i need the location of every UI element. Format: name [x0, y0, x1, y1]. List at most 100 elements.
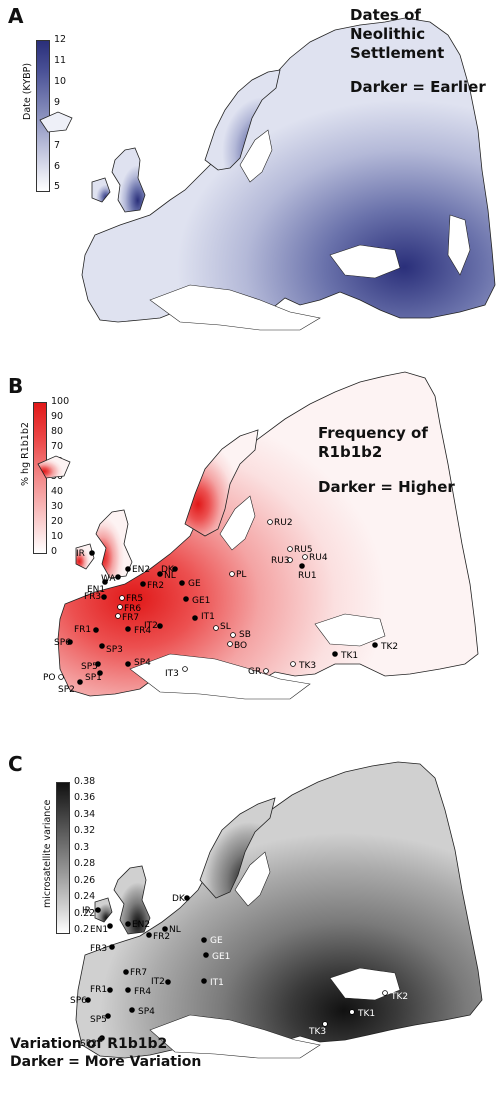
site-label-fr7: FR7 [122, 613, 139, 623]
site-label-fr1: FR1 [74, 625, 91, 635]
site-label-ru5: RU5 [294, 545, 313, 555]
tick: 6 [54, 161, 61, 172]
panel-c-annotation: Variation of R1b1b2 Darker = More Variat… [10, 1036, 201, 1071]
site-marker-dk [172, 566, 178, 572]
site-marker-fr2 [146, 932, 152, 938]
site-marker-fr3 [109, 944, 115, 950]
scandinavia [199, 797, 276, 899]
site-label-sp6: SP6 [54, 638, 71, 648]
tick: 5 [54, 181, 61, 192]
site-label-sl: SL [220, 622, 231, 632]
site-marker-ge [201, 937, 207, 943]
site-label-bo: BO [234, 641, 247, 651]
site-marker-sp5 [95, 661, 101, 667]
ireland [91, 177, 111, 203]
site-marker-ir [95, 907, 101, 913]
tick: 9 [54, 97, 61, 108]
site-label-sp2: SP2 [58, 685, 75, 695]
tick: 0.34 [74, 809, 96, 820]
ireland [75, 543, 95, 570]
site-marker-pl [229, 571, 235, 577]
tick: 10 [54, 76, 67, 87]
site-label-tk2: TK2 [390, 992, 408, 1002]
panel-b-annotation: Frequency of R1b1b2 Darker = Higher [318, 424, 455, 496]
site-label-ru3: RU3 [271, 556, 290, 566]
site-marker-ir [89, 550, 95, 556]
panel-a-map [39, 17, 496, 331]
site-label-ge: GE [188, 579, 201, 589]
site-marker-tk2 [372, 642, 378, 648]
site-label-po: PO [43, 673, 56, 683]
site-marker-fr1 [107, 987, 113, 993]
tick: 40 [51, 486, 64, 497]
tick: 100 [51, 396, 70, 407]
site-label-it2: IT2 [144, 621, 158, 631]
site-marker-sp4 [125, 661, 131, 667]
site-marker-tk2 [382, 990, 388, 996]
site-label-ge: GE [210, 936, 223, 946]
tick: 0.36 [74, 792, 96, 803]
site-label-dk: DK [161, 565, 175, 575]
tick: 70 [51, 441, 64, 452]
site-label-fr2: FR2 [147, 581, 164, 591]
site-marker-sp3 [99, 643, 105, 649]
great-britain [113, 865, 151, 935]
great-britain [111, 147, 146, 213]
site-label-fr3: FR3 [90, 944, 107, 954]
site-label-it1: IT1 [201, 612, 215, 622]
site-label-it2: IT2 [151, 977, 165, 987]
tick: 80 [51, 426, 64, 437]
site-marker-sp4 [129, 1007, 135, 1013]
site-label-tk2: TK2 [380, 642, 398, 652]
site-label-ru1: RU1 [298, 571, 317, 581]
annotation-line: Dates of [350, 6, 421, 24]
site-label-fr7: FR7 [130, 968, 147, 978]
site-marker-fr1 [93, 627, 99, 633]
tick: 0 [51, 546, 58, 557]
tick: 12 [54, 34, 67, 45]
panel-a-letter: A [8, 4, 24, 28]
site-marker-ge1 [183, 596, 189, 602]
annotation-line: Variation of R1b1b2 [10, 1036, 168, 1052]
baltic-sea [239, 129, 273, 183]
panel-a-annotation: Dates of Neolithic Settlement Darker = E… [350, 6, 486, 97]
site-label-fr1: FR1 [90, 985, 107, 995]
site-label-ge1: GE1 [212, 952, 230, 962]
site-marker-ru2 [267, 519, 273, 525]
site-marker-fr5 [119, 595, 125, 601]
tick: 30 [51, 501, 64, 512]
mediterranean-sea [129, 653, 311, 700]
site-marker-sb [230, 632, 236, 638]
annotation-line: R1b1b2 [318, 442, 383, 461]
iceland [37, 455, 71, 479]
annotation-line: Settlement [350, 43, 445, 62]
site-label-en1: EN1 [90, 925, 108, 935]
site-label-dk: DK [172, 894, 186, 904]
site-marker-fr4 [125, 987, 131, 993]
panel-b: B % hg R1b1b2 100 90 80 70 60 50 40 30 2… [0, 364, 500, 736]
panel-c-colorbar [56, 782, 70, 934]
mediterranean-sea [149, 1014, 321, 1059]
site-marker-fr2 [140, 581, 146, 587]
site-marker-dk [184, 895, 190, 901]
site-marker-sl [213, 625, 219, 631]
site-label-fr2: FR2 [153, 932, 170, 942]
site-label-sp5: SP5 [81, 662, 98, 672]
site-marker-sp5 [105, 1013, 111, 1019]
site-marker-wa [115, 574, 121, 580]
site-label-sb: SB [239, 630, 251, 640]
black-sea [314, 613, 386, 647]
site-label-ir: IR [82, 906, 91, 916]
site-marker-nl [157, 571, 163, 577]
site-label-en1: EN1 [87, 585, 105, 595]
scandinavia [184, 429, 259, 537]
site-marker-gr [263, 668, 269, 674]
site-label-fr6: FR6 [124, 604, 141, 614]
annotation-line: Neolithic [350, 24, 426, 43]
site-marker-tk1 [332, 651, 338, 657]
tick: 0.26 [74, 875, 96, 886]
site-label-ru2: RU2 [274, 518, 293, 528]
site-label-sp1: SP1 [85, 673, 102, 683]
site-marker-it2 [165, 979, 171, 985]
